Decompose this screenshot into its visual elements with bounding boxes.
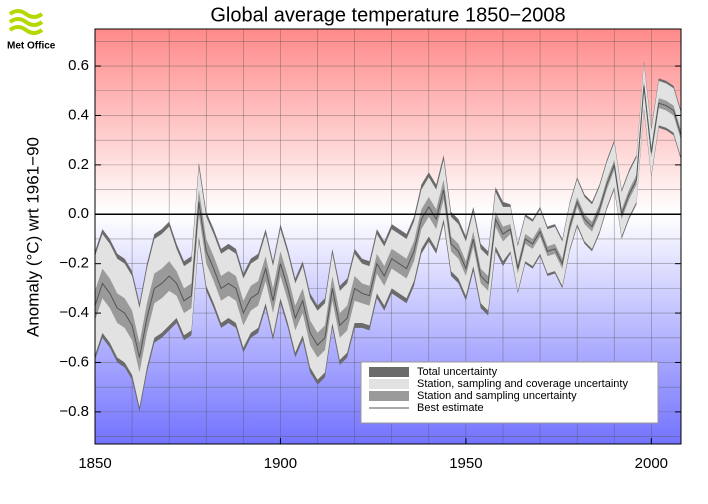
x-tick-label: 1950 <box>449 455 482 472</box>
y-tick-label: 0.4 <box>68 106 89 123</box>
x-tick-label: 1850 <box>78 455 111 472</box>
y-tick-label: 0.0 <box>68 205 89 222</box>
chart-title: Global average temperature 1850−2008 <box>210 4 565 26</box>
legend-swatch <box>369 367 409 377</box>
best-estimate-line <box>94 85 682 358</box>
y-tick-label: −0.6 <box>59 353 89 370</box>
legend-label: Total uncertainty <box>417 366 498 378</box>
y-tick-label: −0.2 <box>59 255 89 272</box>
legend-label: Station, sampling and coverage uncertain… <box>417 378 628 390</box>
logo-waves <box>8 9 44 35</box>
x-tick-label: 1900 <box>264 455 297 472</box>
legend-label: Station and sampling uncertainty <box>417 390 577 402</box>
legend-label: Best estimate <box>417 402 484 414</box>
legend-swatch <box>369 391 409 401</box>
y-tick-label: −0.8 <box>59 403 89 420</box>
y-tick-label: −0.4 <box>59 304 89 321</box>
plot-frame <box>94 28 682 445</box>
y-tick-label: 0.2 <box>68 156 89 173</box>
y-axis-label: Anomaly (°C) wrt 1961−90 <box>23 137 42 337</box>
uncertainty-band <box>95 80 681 373</box>
y-tick-label: 0.6 <box>68 57 89 74</box>
uncertainty-band <box>95 63 681 407</box>
logo: Met Office <box>7 9 56 52</box>
legend-box <box>360 361 659 424</box>
x-tick-label: 2000 <box>635 455 668 472</box>
logo-text: Met Office <box>7 41 56 52</box>
legend-swatch <box>369 379 409 389</box>
